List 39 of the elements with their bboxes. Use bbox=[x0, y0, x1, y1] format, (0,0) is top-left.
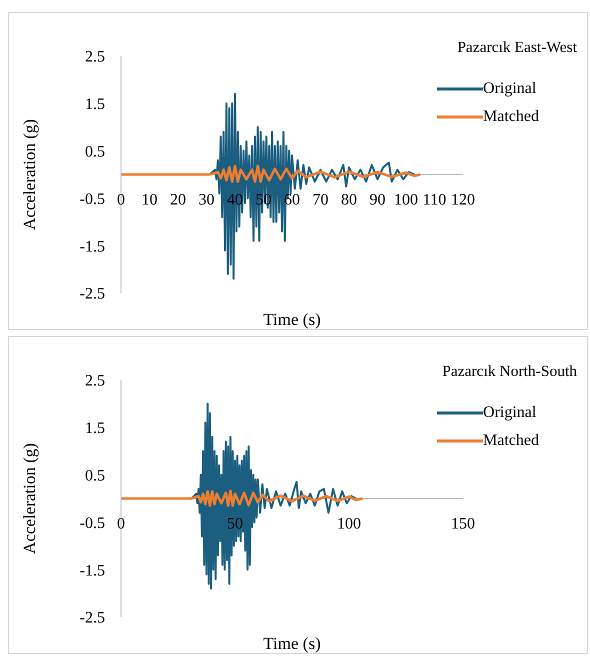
x-tick-label: 120 bbox=[451, 192, 476, 208]
y-tick-label: -0.5 bbox=[80, 190, 105, 208]
y-tick-label: 0.5 bbox=[85, 143, 105, 160]
x-tick-label: 30 bbox=[198, 192, 215, 208]
x-tick-label: 20 bbox=[170, 192, 186, 208]
y-tick-label: 2.5 bbox=[85, 372, 105, 390]
x-axis-title: Time (s) bbox=[263, 634, 321, 653]
y-tick-label: 2.5 bbox=[85, 48, 105, 66]
x-tick-label: 80 bbox=[341, 192, 358, 208]
x-tick-label: 0 bbox=[117, 192, 125, 208]
x-tick-label: 100 bbox=[337, 516, 362, 532]
legend-label: Matched bbox=[483, 432, 539, 450]
text: Pazarcık East-West bbox=[457, 39, 577, 57]
x-tick-label: 40 bbox=[227, 192, 244, 208]
y-axis-title: Acceleration (g) bbox=[20, 119, 40, 230]
y-tick-label: -1.5 bbox=[80, 238, 105, 256]
y-tick-label: -1.5 bbox=[80, 562, 105, 580]
y-tick-label: 0.5 bbox=[85, 467, 105, 484]
x-tick-label: 50 bbox=[227, 516, 244, 532]
y-tick-label: -2.5 bbox=[80, 286, 105, 303]
y-axis-title: Acceleration (g) bbox=[20, 443, 40, 554]
line-series bbox=[121, 164, 422, 183]
y-tick-label: 1.5 bbox=[85, 420, 105, 438]
x-tick-label: 100 bbox=[394, 192, 418, 208]
y-tick-label: -0.5 bbox=[80, 514, 105, 532]
y-tick-label: -2.5 bbox=[80, 610, 105, 627]
legend-label: Original bbox=[483, 404, 536, 422]
text: Pazarcık North-South bbox=[442, 363, 577, 381]
x-tick-label: 110 bbox=[422, 192, 446, 208]
x-tick-label: 10 bbox=[142, 192, 158, 208]
line-series bbox=[121, 490, 364, 507]
y-tick-label: 1.5 bbox=[85, 96, 105, 114]
legend-label: Original bbox=[483, 80, 536, 98]
legend-label: Matched bbox=[483, 108, 539, 126]
x-tick-label: 0 bbox=[117, 516, 125, 532]
x-tick-label: 70 bbox=[312, 192, 329, 208]
x-tick-label: 150 bbox=[451, 516, 476, 532]
x-axis-title: Time (s) bbox=[263, 310, 321, 329]
x-tick-label: 90 bbox=[370, 192, 386, 208]
